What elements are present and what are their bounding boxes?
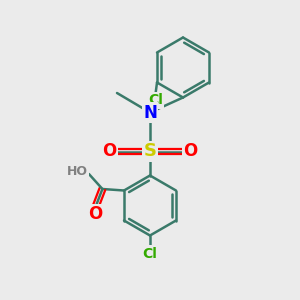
Text: Cl: Cl	[148, 94, 163, 107]
Text: O: O	[102, 142, 117, 160]
Text: Cl: Cl	[142, 247, 158, 260]
Text: S: S	[143, 142, 157, 160]
Text: N: N	[143, 103, 157, 122]
Text: O: O	[88, 205, 102, 223]
Text: HO: HO	[67, 164, 88, 178]
Text: O: O	[183, 142, 198, 160]
